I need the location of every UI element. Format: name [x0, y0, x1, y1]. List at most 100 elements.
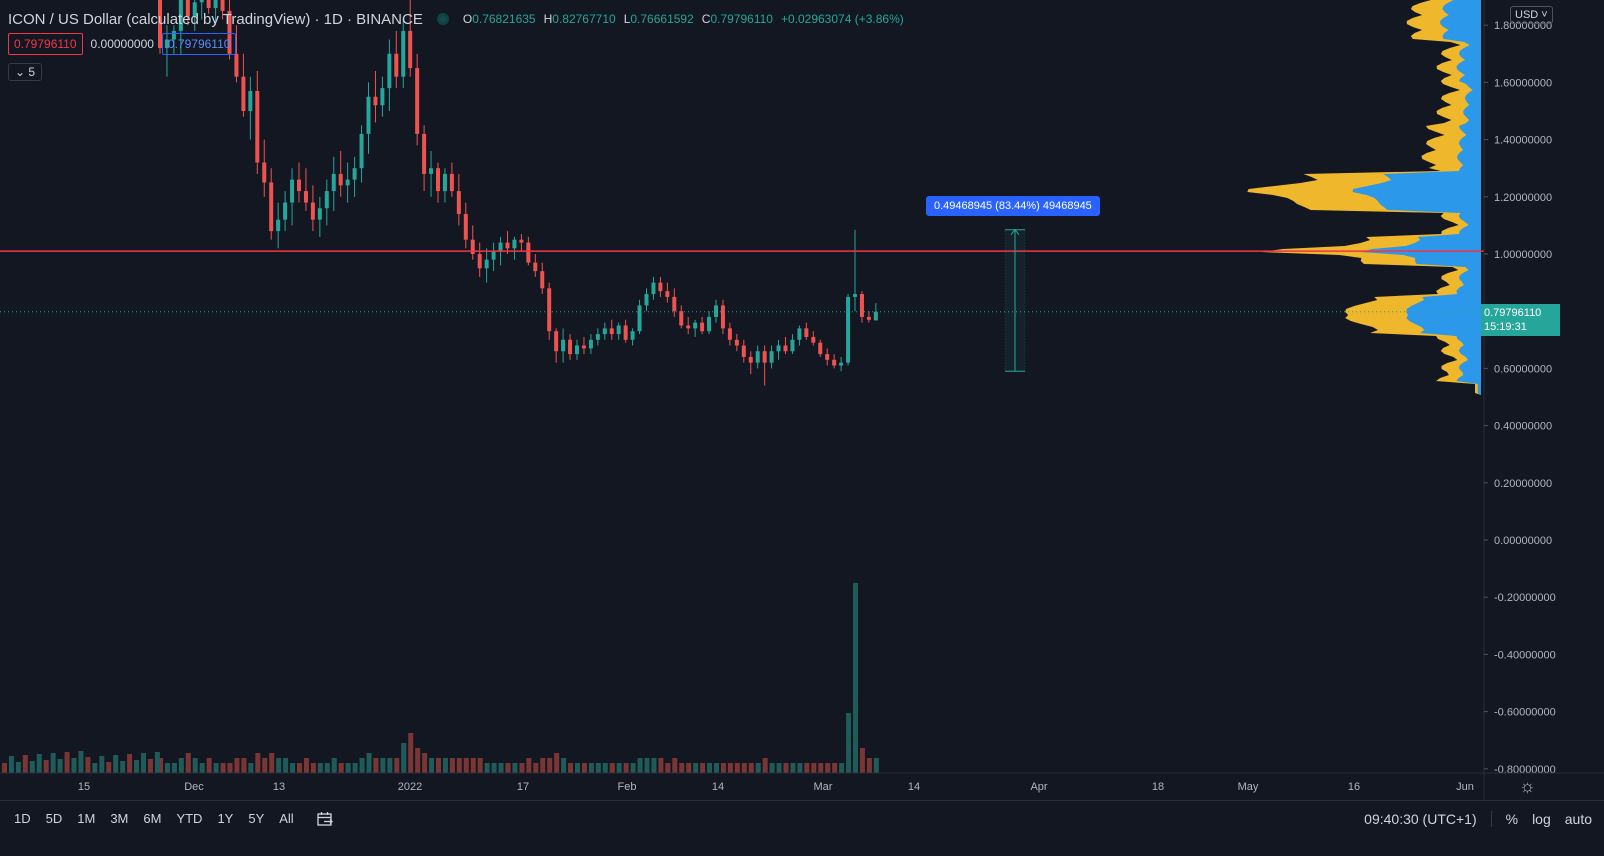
candle-body [762, 351, 767, 363]
clock-time[interactable]: 09:40:30 (UTC+1) [1364, 811, 1477, 827]
candle-body [234, 53, 239, 77]
range-6m[interactable]: 6M [143, 811, 162, 826]
candle-body [366, 96, 371, 134]
volume-bar [269, 753, 275, 773]
range-1y[interactable]: 1Y [217, 811, 234, 826]
volume-bar [50, 753, 56, 773]
volume-bar [234, 758, 240, 773]
volume-bar [776, 763, 782, 773]
volume-bar [783, 763, 789, 773]
volume-bar [714, 763, 719, 773]
last-price-tag: 0.79796110 15:19:31 [1481, 304, 1560, 336]
volume-bar [561, 758, 567, 773]
volume-bar [141, 753, 146, 773]
range-5d[interactable]: 5D [45, 811, 63, 826]
candle-body [463, 213, 468, 240]
indicators-toggle[interactable]: ⌄ 5 [8, 63, 43, 81]
volume-bar [192, 758, 198, 773]
volume-bar [164, 763, 170, 773]
currency-label: USD [1515, 9, 1539, 21]
right-info: 09:40:30 (UTC+1) % log auto [1364, 811, 1592, 827]
range-1m[interactable]: 1M [77, 811, 96, 826]
candle-body [832, 359, 837, 366]
volume-bar [651, 758, 657, 773]
candle-body [213, 0, 218, 9]
volume-bar [533, 763, 539, 773]
volume-bar [866, 758, 872, 773]
settings-gear-icon[interactable]: ☼ [1519, 776, 1536, 796]
volume-bar [554, 753, 560, 773]
candle-body [637, 305, 642, 332]
volume-bar [456, 758, 462, 773]
candle-body [755, 351, 760, 363]
x-tick-label: 15 [78, 781, 90, 793]
volume-bar [727, 763, 733, 773]
candle-body [512, 239, 517, 249]
sell-price-button[interactable]: 0.79796110 [8, 33, 83, 55]
volume-bar [290, 763, 296, 773]
countdown-value: 15:19:31 [1484, 321, 1527, 333]
range-all[interactable]: All [279, 811, 294, 826]
trade-row: 0.79796110 0.00000000 0.79796110 [8, 33, 237, 55]
volume-bar [644, 758, 650, 773]
candle-body [429, 168, 434, 174]
volume-bar [57, 759, 63, 773]
calendar-goto-icon[interactable] [316, 810, 334, 828]
range-1d[interactable]: 1D [14, 811, 31, 826]
y-tick-label: 1.20000000 [1494, 192, 1552, 204]
buy-price-button[interactable]: 0.79796110 [161, 33, 237, 55]
currency-button[interactable]: USD ˅ [1510, 6, 1553, 24]
candle-body [470, 239, 475, 254]
x-tick-label: Dec [184, 781, 204, 793]
candle-body [804, 328, 809, 337]
candle-body [262, 162, 267, 183]
volume-bar [199, 763, 205, 773]
volume-bar [134, 760, 140, 773]
volume-bar [859, 748, 865, 773]
volume-bar [825, 763, 831, 773]
measure-label: 0.49468945 (83.44%) 49468945 [926, 196, 1100, 216]
percent-toggle[interactable]: % [1505, 811, 1519, 827]
symbol-title[interactable]: ICON / US Dollar (calculated by TradingV… [8, 10, 423, 28]
volume-bar [463, 758, 469, 773]
volume-bar [755, 763, 761, 773]
volume-bar [106, 762, 112, 773]
candle-body [658, 282, 663, 292]
candle-body [727, 328, 732, 340]
range-5y[interactable]: 5Y [248, 811, 265, 826]
candle-body [158, 0, 162, 49]
volume-bar [853, 583, 858, 773]
candle-body [783, 345, 788, 352]
price-axis[interactable]: 1.800000001.600000001.400000001.20000000… [1483, 0, 1556, 800]
volume-bar [359, 758, 365, 773]
log-toggle[interactable]: log [1532, 811, 1551, 827]
y-tick-label: -0.80000000 [1494, 764, 1556, 776]
volume-bar [804, 763, 810, 773]
candle-body [846, 296, 851, 363]
y-tick-label: 0.60000000 [1494, 363, 1552, 375]
candle-body [408, 30, 413, 69]
volume-bar [262, 758, 268, 773]
candle-body [220, 0, 225, 11]
candle-body [588, 339, 593, 349]
candle-body [290, 179, 295, 203]
market-status-icon[interactable] [436, 13, 449, 25]
volume-bar [568, 763, 574, 773]
volume-bar [415, 748, 421, 773]
candle-body [707, 316, 712, 332]
auto-toggle[interactable]: auto [1564, 811, 1592, 827]
candle-body [394, 53, 399, 77]
volume-bar [693, 763, 699, 773]
measure-arrow-icon [1010, 228, 1020, 236]
volume-bar [442, 758, 448, 773]
candle-body [533, 262, 538, 272]
time-axis[interactable]: 15 Dec 13 2022 17 Feb 14 Mar 14 Apr 18 May 16 Jun [0, 772, 1604, 793]
candle-body [283, 202, 288, 220]
range-ytd[interactable]: YTD [176, 811, 203, 826]
candle-body [602, 328, 607, 335]
open-value: 0.76821635 [472, 12, 536, 26]
range-3m[interactable]: 3M [110, 811, 129, 826]
volume-bar [220, 763, 226, 773]
candle-body [192, 2, 197, 17]
